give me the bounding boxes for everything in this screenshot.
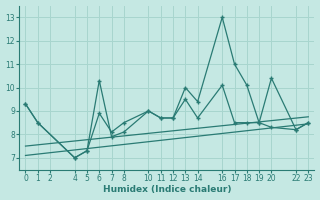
- X-axis label: Humidex (Indice chaleur): Humidex (Indice chaleur): [103, 185, 231, 194]
